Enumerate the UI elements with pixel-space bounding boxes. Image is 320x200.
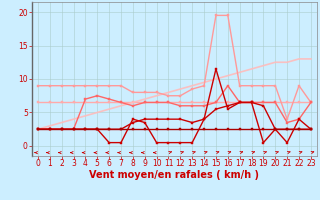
X-axis label: Vent moyen/en rafales ( km/h ): Vent moyen/en rafales ( km/h ) xyxy=(89,170,260,180)
